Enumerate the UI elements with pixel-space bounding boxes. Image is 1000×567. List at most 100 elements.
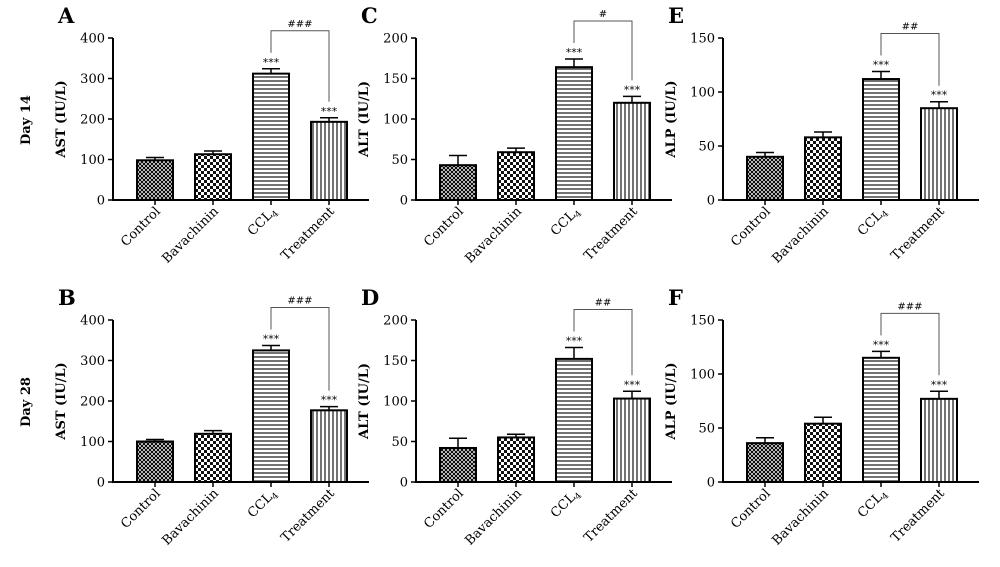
significance-label: *** (566, 46, 583, 59)
panel-d: D ALT (IU/L) 0 50 100 150 200 ControlBavachinin… (357, 285, 672, 549)
bar-ccl4 (555, 66, 593, 201)
y-axis-label: AST (IU/L) (54, 80, 69, 158)
significance-label: *** (624, 83, 641, 96)
bar-ccl4 (252, 72, 290, 201)
category-label: CCL4 (855, 204, 891, 240)
significance-label: *** (931, 89, 948, 102)
significance-label: *** (624, 378, 641, 391)
bracket-label: ### (897, 301, 922, 312)
bar-bavachinin (804, 136, 842, 201)
y-tick-label: 200 (80, 113, 105, 128)
panel-letter: F (668, 285, 683, 310)
bar-control (439, 164, 477, 201)
y-tick-label: 0 (707, 194, 715, 209)
panel-letter: C (361, 3, 378, 28)
panel-a: A AST (IU/L) 0 100 200 300 400 ControlBavachini… (54, 3, 369, 267)
category-label: Control (728, 204, 774, 250)
significance-bracket (573, 309, 633, 376)
y-tick-label: 100 (80, 435, 105, 450)
category-label: Treatment (278, 486, 338, 546)
bar-treatment (613, 397, 651, 484)
y-tick-label: 50 (698, 140, 715, 155)
y-tick-label: 400 (80, 32, 105, 47)
y-tick-label: 150 (690, 32, 715, 47)
y-tick-label: 50 (391, 435, 408, 450)
panel-letter: A (57, 3, 75, 28)
y-tick-label: 0 (97, 476, 105, 491)
category-label: Treatment (888, 204, 948, 264)
bracket-label: ### (287, 19, 312, 30)
significance-label: *** (873, 58, 890, 71)
category-label: Treatment (278, 204, 338, 264)
bracket-label: ### (287, 296, 312, 307)
category-label: CCL4 (855, 486, 891, 522)
y-tick-label: 150 (383, 354, 408, 369)
category-label: Control (421, 486, 467, 532)
panel-letter: B (58, 285, 76, 310)
bar-bavachinin (194, 153, 232, 201)
category-label: Bavachinin (770, 204, 833, 267)
significance-label: *** (321, 105, 338, 118)
bar-treatment (613, 101, 651, 201)
category-label: Control (118, 204, 164, 250)
significance-bracket (573, 20, 633, 81)
category-label: Treatment (581, 486, 641, 546)
panel-letter: E (668, 3, 684, 28)
category-label: CCL4 (548, 204, 584, 240)
category-label: Bavachinin (770, 486, 833, 549)
y-axis-label: ALT (IU/L) (357, 363, 372, 440)
y-tick-label: 100 (690, 368, 715, 383)
significance-label: *** (263, 333, 280, 346)
bar-ccl4 (862, 356, 900, 483)
y-tick-label: 50 (698, 422, 715, 437)
significance-label: *** (263, 56, 280, 69)
panel-c: C ALT (IU/L) 0 50 100 150 200 ControlBavachinin… (357, 3, 672, 267)
significance-label: *** (931, 378, 948, 391)
y-tick-label: 400 (80, 314, 105, 329)
row-label-day-28: Day 28 (19, 377, 34, 427)
bar-control (136, 440, 174, 483)
y-tick-label: 100 (383, 395, 408, 410)
y-tick-label: 0 (97, 194, 105, 209)
category-label: Bavachinin (463, 204, 526, 267)
y-tick-label: 100 (383, 113, 408, 128)
bar-treatment (310, 409, 348, 483)
bar-treatment (310, 120, 348, 201)
row-label-day-14: Day 14 (19, 95, 34, 145)
y-tick-label: 150 (383, 72, 408, 87)
y-tick-label: 300 (80, 354, 105, 369)
y-tick-label: 200 (383, 32, 408, 47)
bar-treatment (920, 397, 958, 483)
significance-bracket (880, 312, 940, 376)
bar-control (746, 442, 784, 483)
category-label: CCL4 (548, 486, 584, 522)
y-axis-label: AST (IU/L) (54, 362, 69, 440)
category-label: Bavachinin (160, 486, 223, 549)
bar-bavachinin (497, 151, 535, 202)
bar-control (746, 155, 784, 202)
category-label: Bavachinin (160, 204, 223, 267)
bar-ccl4 (862, 78, 900, 201)
category-label: CCL4 (245, 204, 281, 240)
bar-bavachinin (804, 422, 842, 483)
significance-label: *** (873, 338, 890, 351)
significance-bracket (880, 32, 940, 86)
bracket-label: # (599, 9, 607, 20)
bracket-label: ## (902, 21, 919, 32)
y-tick-label: 100 (690, 86, 715, 101)
bar-bavachinin (194, 432, 232, 483)
y-axis-label: ALT (IU/L) (357, 81, 372, 158)
significance-label: *** (566, 335, 583, 348)
bar-ccl4 (555, 357, 593, 484)
category-label: Control (118, 486, 164, 532)
bar-bavachinin (497, 436, 535, 484)
panel-b: B AST (IU/L) 0 100 200 300 400 ControlBavachini… (54, 285, 369, 549)
category-label: Bavachinin (463, 486, 526, 549)
y-tick-label: 0 (400, 476, 408, 491)
panel-letter: D (361, 285, 379, 310)
y-tick-label: 50 (391, 153, 408, 168)
y-axis-label: ALP (IU/L) (664, 362, 679, 440)
